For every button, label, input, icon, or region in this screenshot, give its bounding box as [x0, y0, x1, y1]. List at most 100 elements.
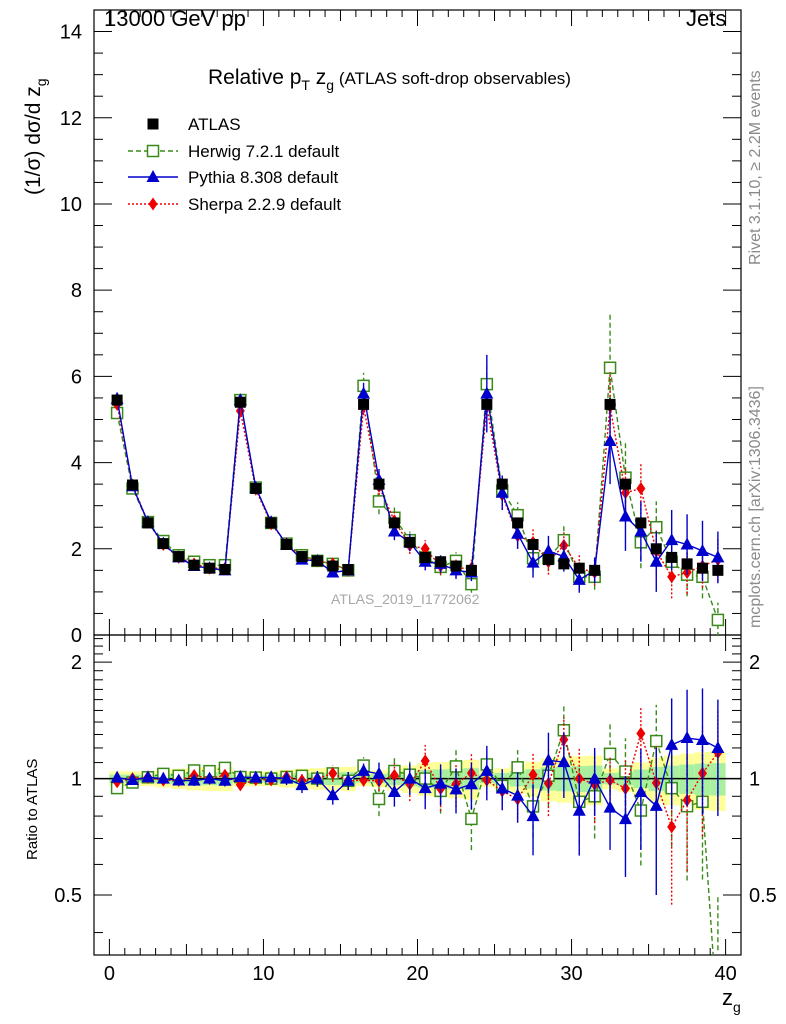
pythia-ratio-point: [110, 770, 124, 783]
sherpa-ratio-point: [389, 768, 399, 782]
pythia-ratio-point: [233, 770, 247, 783]
ratio-series-layer: [110, 688, 725, 1024]
herwig-ratio-point: [465, 812, 478, 826]
herwig-ratio-point: [650, 734, 663, 748]
ratio-tick-label: 0.5: [54, 885, 82, 907]
y-tick-label: 6: [71, 366, 82, 388]
pythia-ratio-point: [480, 763, 494, 776]
y-axis-label: (1/σ) dσ/d zg: [22, 78, 49, 195]
pythia-ratio-point: [680, 731, 694, 744]
pythia-ratio-point: [711, 740, 725, 753]
pythia-ratio-point: [618, 812, 632, 825]
pythia-ratio-point: [326, 788, 340, 801]
sherpa-ratio-point: [667, 820, 677, 834]
atlas-point: [234, 396, 246, 408]
atlas-point: [573, 562, 585, 574]
atlas-point: [388, 517, 400, 529]
y-tick-label: 8: [71, 280, 82, 302]
y-tick-label: 4: [71, 453, 82, 475]
herwig-point: [711, 613, 725, 627]
atlas-point: [127, 479, 139, 491]
ratio-axis-label: Ratio to ATLAS: [24, 759, 41, 860]
pythia-point: [526, 555, 540, 568]
legend-marker-atlas: [147, 118, 159, 130]
ratio-tick-label: 2: [749, 652, 760, 674]
pythia-ratio-point: [372, 766, 386, 779]
pythia-point: [680, 537, 694, 550]
legend: ATLAS Herwig 7.2.1 default Pythia 8.308 de…: [128, 115, 341, 214]
atlas-point: [204, 562, 216, 574]
sherpa-ratio-point: [636, 727, 646, 741]
pythia-ratio-point: [249, 770, 263, 783]
atlas-point: [619, 478, 631, 490]
atlas-point: [666, 551, 678, 563]
ratio-tick-label: 2: [71, 652, 82, 674]
atlas-point: [404, 536, 416, 548]
sherpa-point: [667, 570, 677, 584]
atlas-point: [250, 482, 262, 494]
main-series-layer: [110, 311, 725, 635]
atlas-point: [281, 538, 293, 550]
herwig-point: [603, 361, 617, 375]
atlas-point: [512, 517, 524, 529]
herwig-ratio-point: [511, 761, 524, 774]
atlas-point: [111, 394, 123, 406]
atlas-point: [358, 398, 370, 410]
legend-label-herwig: Herwig 7.2.1 default: [188, 142, 339, 161]
pythia-ratio-point: [588, 771, 602, 784]
atlas-point: [681, 558, 693, 570]
pythia-ratio-point: [665, 737, 679, 750]
x-tick-label: 10: [252, 963, 274, 985]
pythia-ratio-point: [280, 771, 294, 784]
sherpa-ratio-point: [328, 766, 338, 780]
sherpa-point: [636, 481, 646, 495]
atlas-point: [219, 563, 231, 575]
atlas-point: [527, 538, 539, 550]
legend-marker-pythia: [146, 170, 160, 182]
y-tick-label: 0: [71, 625, 82, 647]
x-tick-label: 0: [104, 963, 115, 985]
atlas-point: [542, 554, 554, 566]
pythia-ratio-point: [310, 771, 324, 784]
sherpa-series-line: [116, 404, 719, 578]
pythia-point: [695, 543, 709, 556]
atlas-point: [327, 560, 339, 572]
pythia-ratio-point: [511, 788, 525, 801]
pythia-ratio-point: [634, 785, 648, 798]
pythia-ratio-point: [464, 777, 478, 790]
pythia-point: [603, 434, 617, 447]
atlas-point: [496, 478, 508, 490]
y-tick-label: 12: [60, 108, 82, 130]
atlas-point: [142, 517, 154, 529]
pythia-point: [511, 526, 525, 539]
atlas-point: [650, 543, 662, 555]
herwig-ratio-point: [372, 792, 386, 806]
ratio-tick-label: 1: [71, 769, 82, 791]
herwig-ratio-point: [712, 1018, 723, 1024]
atlas-point: [712, 564, 724, 576]
pythia-point: [495, 485, 509, 498]
pythia-ratio-point: [187, 773, 201, 786]
ratio-tick-label: 1: [749, 769, 760, 791]
atlas-point: [635, 517, 647, 529]
legend-label-sherpa: Sherpa 2.2.9 default: [188, 195, 341, 214]
pythia-point: [541, 543, 555, 556]
pythia-ratio-point: [141, 770, 155, 783]
sherpa-ratio-point: [528, 768, 538, 782]
sherpa-ratio-point: [359, 773, 369, 787]
y-tick-label: 2: [71, 539, 82, 561]
atlas-point: [296, 551, 308, 563]
pythia-point: [649, 554, 663, 567]
pythia-point: [618, 509, 632, 522]
atlas-point: [604, 398, 616, 410]
pythia-ratio-point: [649, 798, 663, 811]
pythia-ratio-point: [403, 771, 417, 784]
x-axis-label: zg: [722, 985, 741, 1015]
pythia-ratio-point: [357, 763, 371, 776]
legend-marker-sherpa: [148, 197, 158, 211]
pythia-ratio-point: [387, 785, 401, 798]
x-tick-label: 20: [406, 963, 428, 985]
watermark-label: ATLAS_2019_I1772062: [331, 591, 480, 607]
ratio-tick-label: 0.5: [749, 885, 777, 907]
